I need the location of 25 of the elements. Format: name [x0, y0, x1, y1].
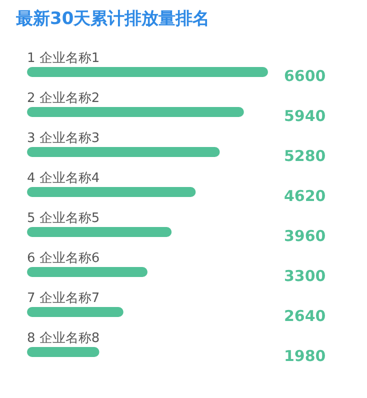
y-tick-label: 2 企业名称2	[27, 91, 100, 106]
bar	[27, 147, 220, 157]
data-label: 6600	[284, 67, 326, 85]
y-tick-label: 7 企业名称7	[27, 291, 100, 306]
data-label: 5940	[284, 107, 326, 125]
bar	[27, 187, 196, 197]
y-tick-label: 8 企业名称8	[27, 331, 100, 346]
data-label: 5280	[284, 147, 326, 165]
bar	[27, 267, 148, 277]
data-label: 3300	[284, 267, 326, 285]
data-label: 2640	[284, 307, 326, 325]
y-tick-label: 1 企业名称1	[27, 51, 100, 66]
data-label: 1980	[284, 347, 326, 365]
data-label: 3960	[284, 227, 326, 245]
data-label: 4620	[284, 187, 326, 205]
bar	[27, 307, 124, 317]
chart-title: 最新30天累计排放量排名	[15, 8, 211, 31]
y-tick-label: 4 企业名称4	[27, 171, 100, 186]
bar	[27, 227, 172, 237]
y-tick-label: 5 企业名称5	[27, 211, 100, 226]
bar	[27, 67, 268, 77]
y-tick-label: 6 企业名称6	[27, 251, 100, 266]
bar	[27, 347, 100, 357]
y-tick-label: 3 企业名称3	[27, 131, 100, 146]
bar	[27, 107, 244, 117]
